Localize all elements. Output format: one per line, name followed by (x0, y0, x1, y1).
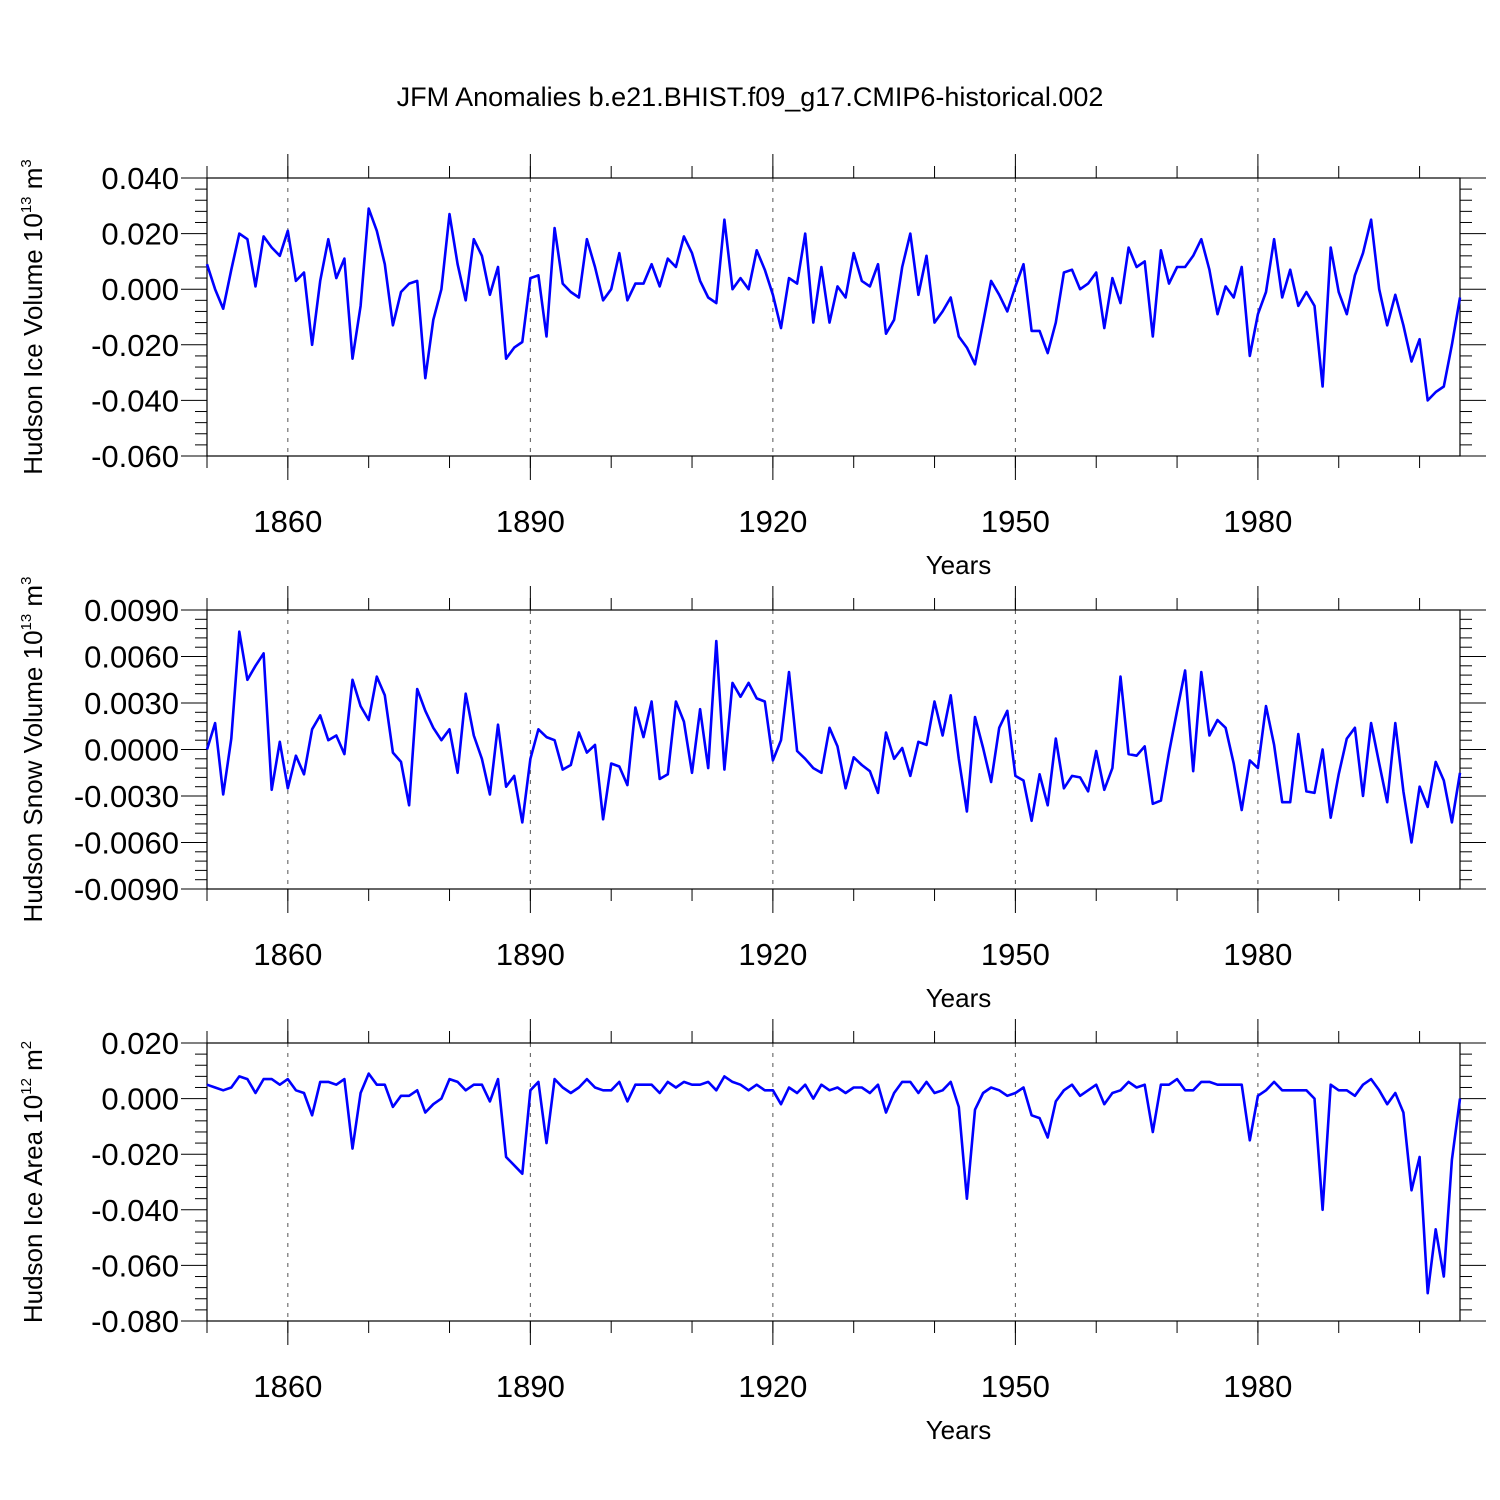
y-axis-unit-exponent: 3 (18, 159, 35, 167)
series-line (206, 1072, 1462, 1295)
y-tick-label: 0.040 (101, 161, 179, 196)
y-axis-label: Hudson Ice Area 1012 m2 (18, 1041, 48, 1323)
x-tick-label: 1950 (981, 504, 1050, 539)
y-axis-label-text: Hudson Ice Area 10 (18, 1095, 48, 1323)
plot-frame (206, 1042, 1461, 1322)
x-tick-label: 1920 (738, 937, 807, 972)
y-axis-label: Hudson Snow Volume 1013 m3 (18, 577, 48, 923)
y-tick-label: -0.020 (91, 328, 179, 363)
y-axis-unit-exponent: 3 (18, 577, 35, 585)
panel-1: 1860 1890 1920 1950 1980 -0.060 -0.040 -0.020 0.… (18, 154, 1486, 580)
y-tick-label: 0.020 (101, 1026, 179, 1061)
x-axis-label: Years (926, 550, 992, 580)
y-axis-exponent: 13 (18, 614, 35, 631)
x-tick-label: 1860 (253, 504, 322, 539)
y-axis-label-text: Hudson Snow Volume 10 (18, 630, 48, 922)
y-tick-label: -0.080 (91, 1304, 179, 1339)
y-axis-label: Hudson Ice Volume 1013 m3 (18, 159, 48, 475)
x-tick-label: 1980 (1223, 1369, 1292, 1404)
y-tick-label: 0.000 (101, 1082, 179, 1117)
x-axis-label: Years (926, 1415, 992, 1445)
chart-title: JFM Anomalies b.e21.BHIST.f09_g17.CMIP6-… (397, 82, 1104, 112)
x-tick-label: 1950 (981, 937, 1050, 972)
x-tick-label: 1860 (253, 937, 322, 972)
y-tick-label: 0.0090 (84, 593, 179, 628)
y-tick-label: -0.060 (91, 439, 179, 474)
plot-frame (206, 177, 1461, 457)
y-tick-label: -0.040 (91, 1193, 179, 1228)
y-axis-exponent: 12 (18, 1078, 35, 1095)
y-axis-unit: m (18, 168, 48, 197)
y-axis-exponent: 13 (18, 196, 35, 213)
y-tick-label: 0.0030 (84, 686, 179, 721)
x-tick-label: 1890 (496, 937, 565, 972)
x-tick-label: 1890 (496, 1369, 565, 1404)
y-tick-label: 0.020 (101, 217, 179, 252)
y-tick-label: -0.020 (91, 1137, 179, 1172)
plot-frame (206, 609, 1461, 890)
x-tick-label: 1980 (1223, 937, 1292, 972)
y-tick-label: -0.0090 (74, 872, 179, 907)
x-axis-label: Years (926, 983, 992, 1013)
x-tick-label: 1920 (738, 504, 807, 539)
y-axis-unit: m (18, 1049, 48, 1078)
series-line (205, 207, 1462, 402)
x-tick-label: 1860 (253, 1369, 322, 1404)
y-axis-unit-exponent: 2 (18, 1041, 35, 1049)
y-tick-label: 0.0060 (84, 640, 179, 675)
panel-3: 1860 1890 1920 1950 1980 -0.080 -0.060 -0.040 -0… (18, 1019, 1486, 1445)
y-tick-label: -0.0030 (74, 779, 179, 814)
y-axis-unit: m (18, 585, 48, 614)
y-tick-label: -0.060 (91, 1248, 179, 1283)
x-tick-label: 1950 (981, 1369, 1050, 1404)
y-tick-label: 0.000 (101, 272, 179, 307)
x-tick-label: 1920 (738, 1369, 807, 1404)
panel-2: 1860 1890 1920 1950 1980 -0.0090 -0.0060 -0.003… (18, 577, 1486, 1013)
y-tick-label: 0.0000 (84, 733, 179, 768)
y-tick-label: -0.0060 (74, 826, 179, 861)
y-tick-label: -0.040 (91, 383, 179, 418)
y-axis-label-text: Hudson Ice Volume 10 (18, 213, 48, 475)
series-line (205, 630, 1462, 844)
x-tick-label: 1980 (1223, 504, 1292, 539)
x-tick-label: 1890 (496, 504, 565, 539)
